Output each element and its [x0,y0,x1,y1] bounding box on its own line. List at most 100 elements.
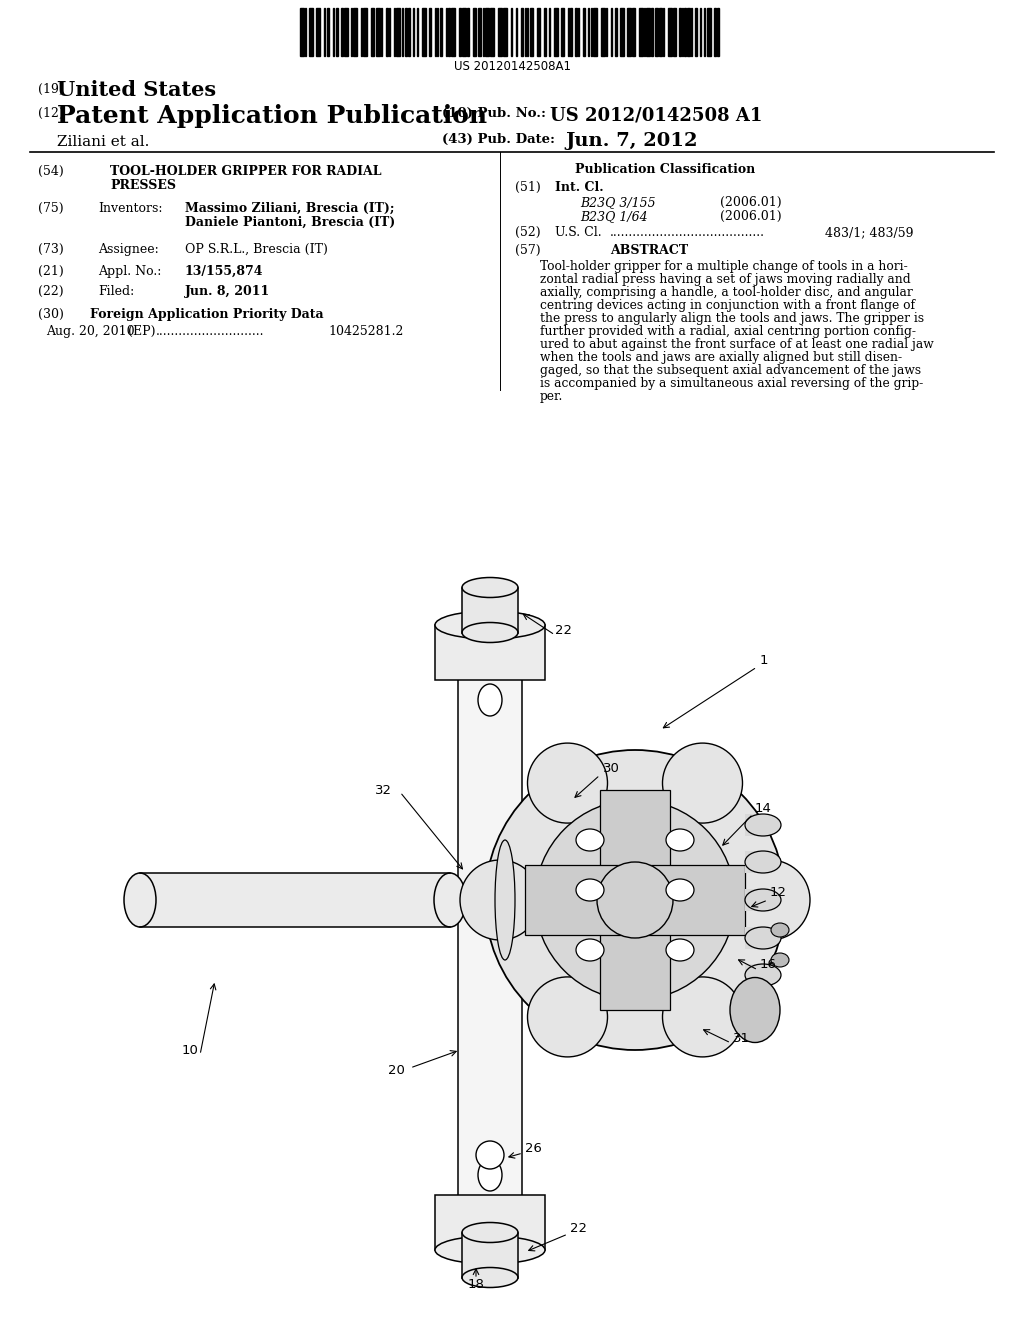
Bar [381,8,383,55]
Circle shape [663,977,742,1057]
Text: (10) Pub. No.:: (10) Pub. No.: [442,107,546,120]
Text: ured to abut against the front surface of at least one radial jaw: ured to abut against the front surface o… [540,338,934,351]
Text: ........................................: ........................................ [610,226,765,239]
Ellipse shape [745,964,781,986]
Ellipse shape [124,873,156,927]
Bar [659,8,662,55]
Text: US 2012/0142508 A1: US 2012/0142508 A1 [550,107,763,125]
Text: (30): (30) [38,308,63,321]
Ellipse shape [495,840,515,960]
Text: (54): (54) [38,165,63,178]
Ellipse shape [462,578,518,598]
Bar [371,8,374,55]
Text: (73): (73) [38,243,63,256]
Bar [300,8,304,55]
Text: United States: United States [57,81,216,100]
Bar [673,8,676,55]
Text: Patent Application Publication: Patent Application Publication [57,104,487,128]
Polygon shape [458,624,522,1250]
Bar [655,8,657,55]
Ellipse shape [462,1222,518,1242]
Bar [439,8,442,55]
Bar [477,8,481,55]
Bar [703,8,705,55]
Bar [682,8,683,55]
Bar [601,8,604,55]
Text: axially, comprising a handle, a tool-holder disc, and angular: axially, comprising a handle, a tool-hol… [540,286,912,300]
Bar [445,8,447,55]
Text: (2006.01): (2006.01) [720,210,781,223]
Bar [583,8,586,55]
Bar [527,8,528,55]
Text: (2006.01): (2006.01) [720,195,781,209]
Text: zontal radial press having a set of jaws moving radially and: zontal radial press having a set of jaws… [540,273,910,286]
Bar [434,8,436,55]
Bar [679,8,681,55]
Bar [316,8,321,55]
Polygon shape [435,624,545,680]
Text: centring devices acting in conjunction with a front flange of: centring devices acting in conjunction w… [540,300,915,312]
Text: Daniele Piantoni, Brescia (IT): Daniele Piantoni, Brescia (IT) [185,216,395,228]
Ellipse shape [730,978,780,1043]
Bar [694,8,697,55]
Bar [516,8,517,55]
Text: 1: 1 [760,653,768,667]
Bar [639,8,643,55]
Ellipse shape [478,1159,502,1191]
Text: OP S.R.L., Brescia (IT): OP S.R.L., Brescia (IT) [185,243,328,256]
Bar [463,8,466,55]
Bar [591,8,592,55]
Bar [521,8,523,55]
Bar [451,8,455,55]
Bar [503,8,507,55]
Text: (21): (21) [38,265,63,279]
Polygon shape [525,865,745,935]
Bar [490,8,495,55]
Bar [714,8,716,55]
Polygon shape [462,1233,518,1278]
Ellipse shape [771,923,790,937]
Ellipse shape [666,829,694,851]
Circle shape [535,800,735,1001]
Bar [614,8,617,55]
Ellipse shape [434,873,466,927]
Text: PRESSES: PRESSES [110,180,176,191]
Bar [401,8,402,55]
Bar [644,8,645,55]
Polygon shape [600,789,670,1010]
Ellipse shape [745,927,781,949]
Ellipse shape [771,953,790,968]
Bar [468,8,469,55]
Bar [341,8,343,55]
Text: Massimo Ziliani, Brescia (IT);: Massimo Ziliani, Brescia (IT); [185,202,394,215]
Bar [344,8,348,55]
Polygon shape [522,861,615,880]
Ellipse shape [462,1267,518,1287]
Bar [386,8,387,55]
Bar [575,8,577,55]
Ellipse shape [435,611,545,639]
Text: gaged, so that the subsequent axial advancement of the jaws: gaged, so that the subsequent axial adva… [540,364,922,378]
Ellipse shape [462,623,518,643]
Bar [570,8,571,55]
Text: Aug. 20, 2010: Aug. 20, 2010 [46,325,134,338]
Text: Foreign Application Priority Data: Foreign Application Priority Data [90,308,324,321]
Circle shape [597,862,673,939]
Bar [544,8,546,55]
Text: Inventors:: Inventors: [98,202,163,215]
Circle shape [485,750,785,1049]
Circle shape [476,1140,504,1170]
Text: Assignee:: Assignee: [98,243,159,256]
Text: when the tools and jaws are axially aligned but still disen-: when the tools and jaws are axially alig… [540,351,902,364]
Ellipse shape [575,879,604,902]
Bar [606,8,607,55]
Text: Ziliani et al.: Ziliani et al. [57,135,150,149]
Bar [646,8,650,55]
Ellipse shape [478,684,502,715]
Polygon shape [745,888,763,911]
Text: (57): (57) [515,244,541,257]
Bar [498,8,502,55]
Bar [651,8,652,55]
Text: ABSTRACT: ABSTRACT [610,244,688,257]
Bar [687,8,689,55]
